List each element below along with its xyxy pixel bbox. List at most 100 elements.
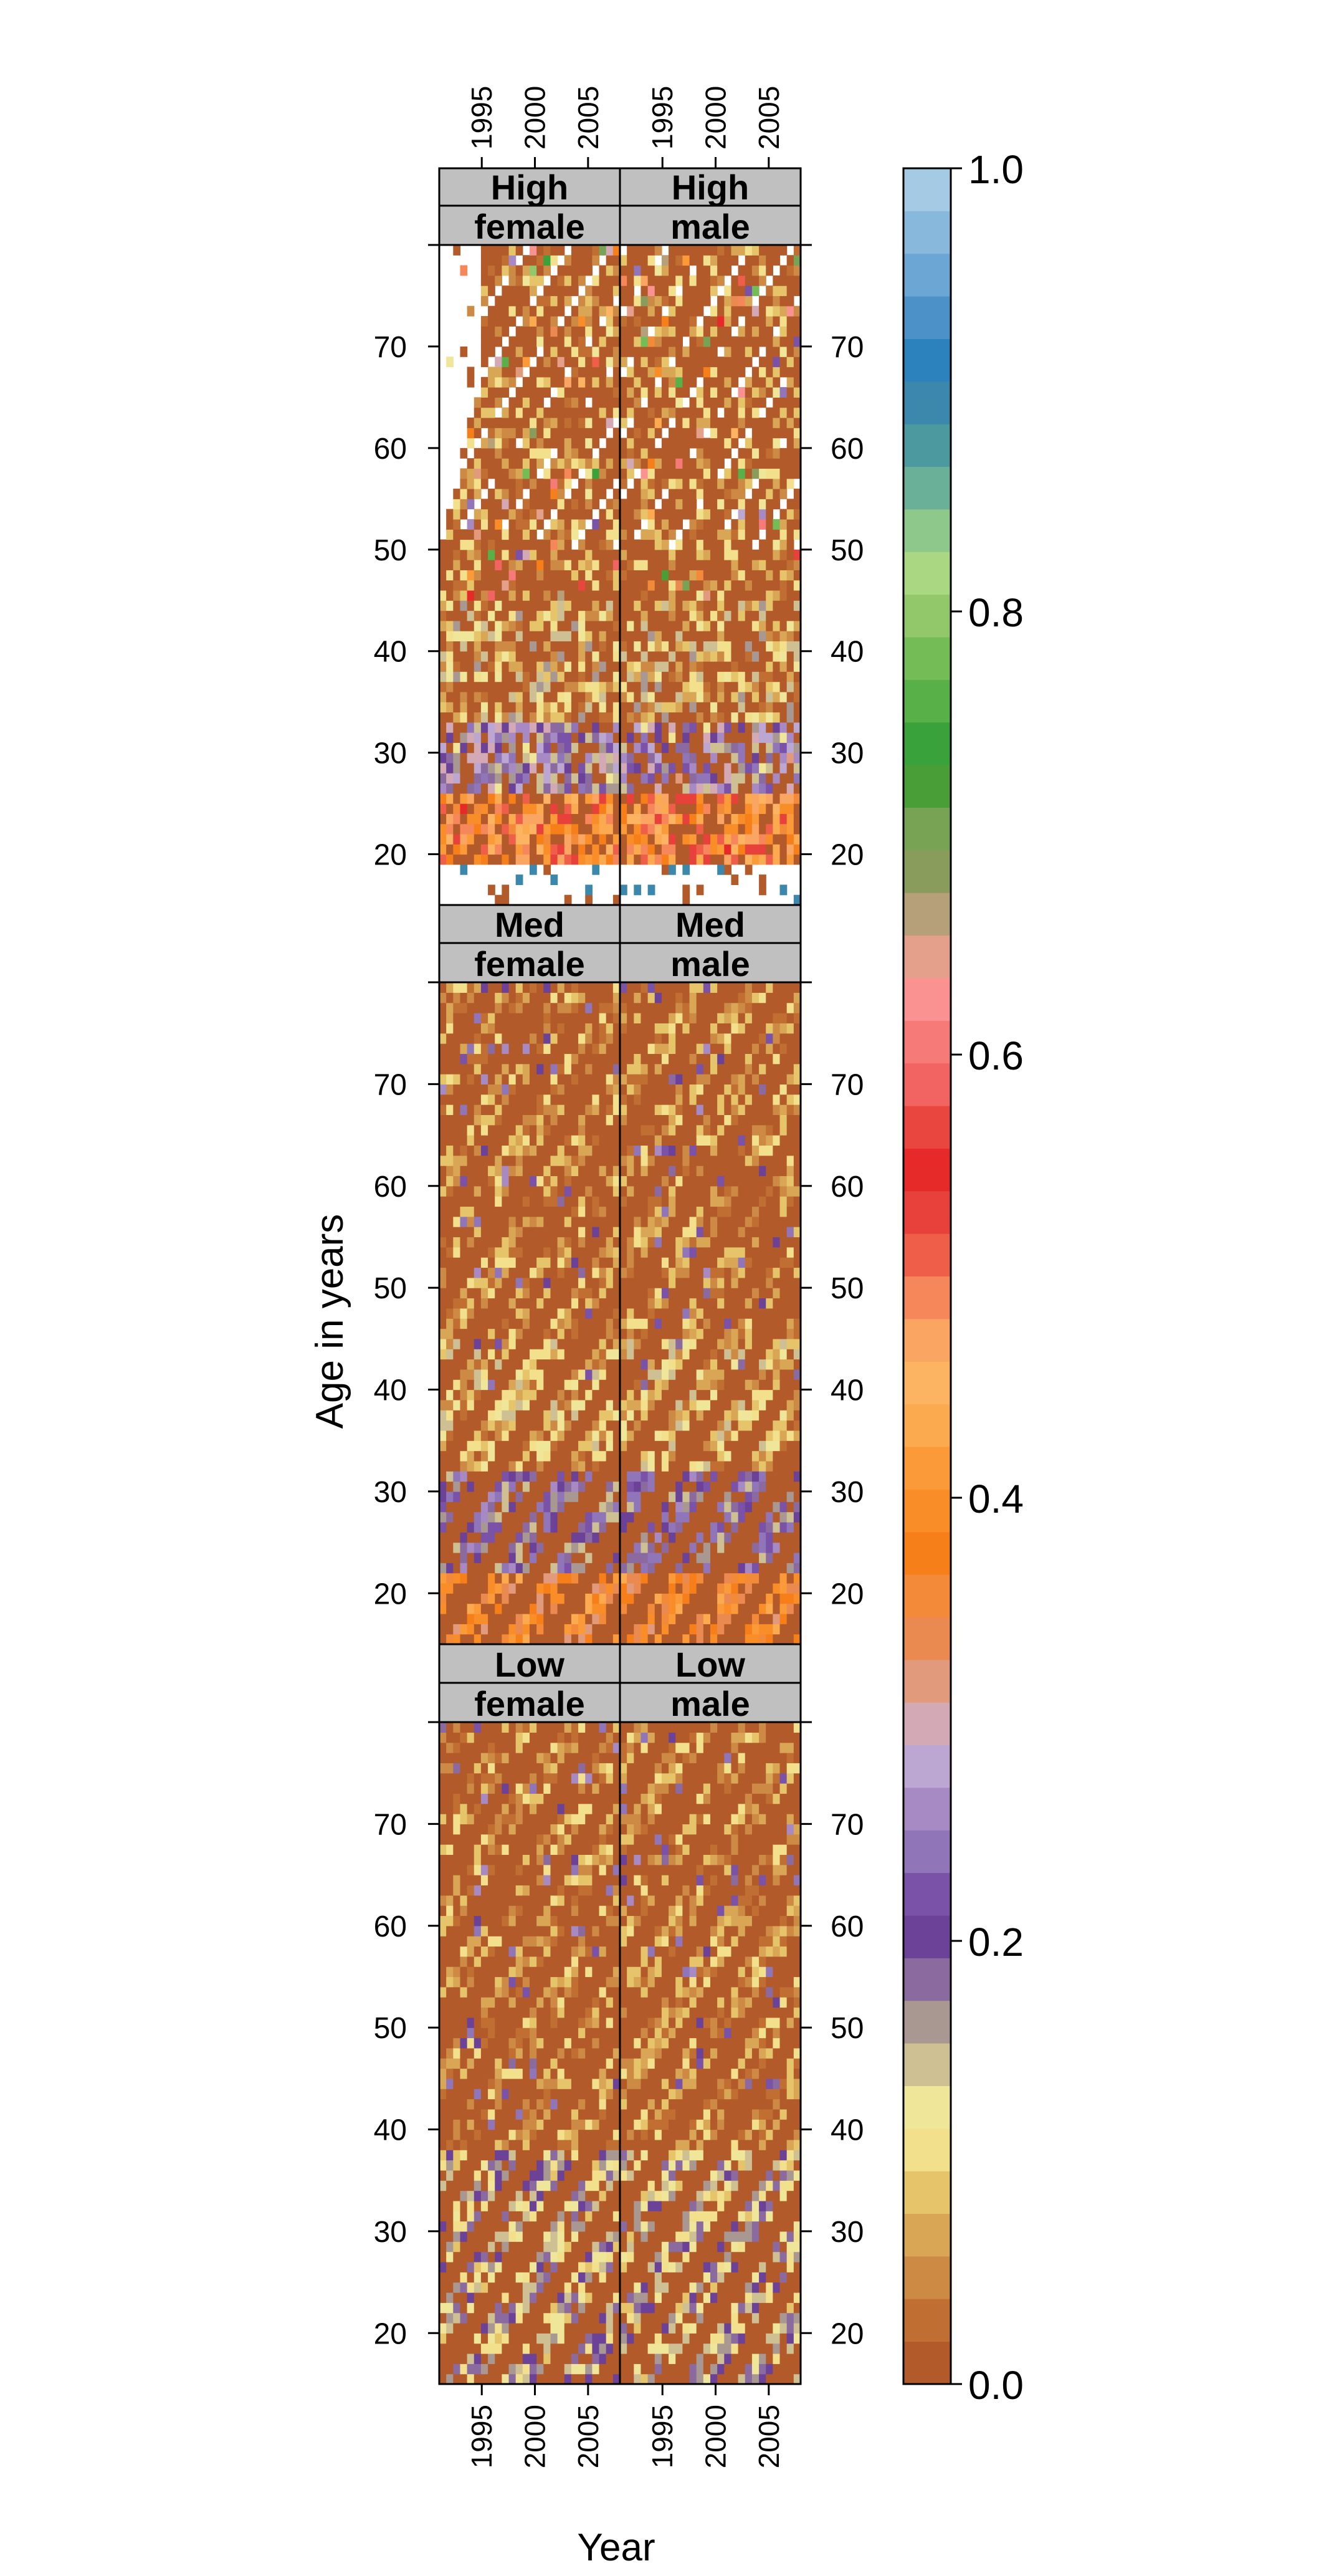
heatmap-cell: [745, 681, 753, 692]
heatmap-cell: [508, 1420, 517, 1431]
heatmap-cell: [480, 1389, 488, 1401]
heatmap-cell: [606, 1135, 614, 1146]
heatmap-cell: [467, 1196, 475, 1207]
heatmap-cell: [495, 681, 502, 692]
heatmap-cell: [543, 468, 551, 479]
heatmap-cell: [536, 275, 544, 286]
heatmap-cell: [536, 712, 544, 723]
heatmap-cell: [557, 783, 565, 794]
heatmap-cell: [759, 671, 766, 682]
heatmap-cell: [453, 1185, 461, 1197]
heatmap-cell: [502, 478, 510, 489]
heatmap-cell: [515, 610, 523, 621]
heatmap-cell: [515, 1135, 523, 1146]
heatmap-cell: [508, 1247, 517, 1258]
heatmap-cell: [779, 560, 788, 570]
heatmap-cell: [564, 982, 572, 993]
heatmap-cell: [543, 1043, 551, 1054]
heatmap-cell: [522, 762, 530, 773]
heatmap-cell: [446, 1399, 454, 1410]
heatmap-cell: [453, 1501, 461, 1513]
heatmap-cell: [606, 245, 614, 256]
heatmap-cell: [543, 1053, 551, 1065]
heatmap-cell: [592, 1318, 600, 1329]
heatmap-cell: [703, 813, 711, 825]
heatmap-cell: [453, 803, 461, 814]
heatmap-cell: [502, 428, 510, 439]
heatmap-cell: [502, 580, 510, 591]
heatmap-cell: [522, 1084, 530, 1095]
heatmap-cell: [543, 1308, 551, 1319]
heatmap-cell: [682, 468, 690, 479]
heatmap-cell: [766, 590, 773, 601]
heatmap-cell: [453, 1033, 461, 1044]
heatmap-cell: [557, 1002, 565, 1013]
heatmap-cell: [779, 833, 788, 845]
heatmap-cell: [578, 1501, 586, 1513]
heatmap-cell: [502, 722, 510, 733]
heatmap-cell: [606, 316, 614, 327]
heatmap-cell: [467, 1389, 475, 1401]
heatmap-cell: [578, 245, 586, 256]
heatmap-cell: [641, 1501, 649, 1513]
heatmap-cell: [515, 1237, 523, 1248]
heatmap-cell: [654, 641, 662, 652]
heatmap-cell: [641, 600, 649, 611]
heatmap-cell: [543, 992, 551, 1003]
heatmap-cell: [564, 1114, 572, 1126]
heatmap-cell: [480, 1084, 488, 1095]
heatmap-cell: [731, 833, 739, 845]
heatmap-cell: [446, 620, 454, 631]
heatmap-cell: [522, 265, 530, 276]
heatmap-cell: [592, 580, 600, 591]
heatmap-cell: [766, 671, 773, 682]
heatmap-cell: [557, 1410, 565, 1421]
heatmap-cell: [515, 1450, 523, 1462]
heatmap-cell: [759, 874, 766, 886]
heatmap-cell: [460, 468, 468, 479]
heatmap-cell: [515, 1114, 523, 1126]
heatmap-cell: [474, 982, 482, 993]
heatmap-cell: [495, 376, 502, 388]
heatmap-cell: [675, 610, 683, 621]
heatmap-cell: [571, 1166, 579, 1177]
heatmap-cell: [647, 1023, 655, 1034]
heatmap-cell: [571, 1552, 579, 1563]
heatmap-cell: [530, 1104, 537, 1115]
heatmap-cell: [502, 1440, 510, 1452]
heatmap-cell: [536, 1379, 544, 1391]
heatmap-cell: [578, 1298, 586, 1309]
heatmap-cell: [578, 691, 586, 702]
heatmap-cell: [508, 499, 517, 510]
heatmap-cell: [474, 1521, 482, 1533]
heatmap-cell: [647, 549, 655, 560]
heatmap-cell: [675, 519, 683, 530]
heatmap-cell: [724, 600, 732, 611]
heatmap-cell: [647, 641, 655, 652]
heatmap-cell: [543, 1033, 551, 1044]
heatmap-cell: [661, 803, 669, 814]
heatmap-cell: [578, 631, 586, 641]
heatmap-cell: [446, 1267, 454, 1278]
heatmap-cell: [641, 1634, 649, 1645]
heatmap-cell: [536, 1124, 544, 1136]
heatmap-cell: [495, 478, 502, 489]
heatmap-cell: [530, 1166, 537, 1177]
heatmap-cell: [543, 722, 551, 733]
heatmap-cell: [446, 600, 454, 611]
heatmap-cell: [522, 651, 530, 662]
heatmap-cell: [550, 762, 558, 773]
heatmap-cell: [515, 631, 523, 641]
heatmap-cell: [599, 1563, 607, 1574]
heatmap-cell: [779, 326, 788, 337]
heatmap-cell: [530, 1002, 537, 1013]
heatmap-cell: [480, 509, 488, 520]
heatmap-cell: [585, 651, 593, 662]
heatmap-cell: [654, 1399, 662, 1410]
heatmap-cell: [446, 1063, 454, 1075]
heatmap-cell: [689, 245, 697, 256]
heatmap-cell: [571, 580, 579, 591]
heatmap-cell: [515, 509, 523, 520]
heatmap-cell: [779, 844, 788, 855]
heatmap-cell: [612, 448, 621, 459]
